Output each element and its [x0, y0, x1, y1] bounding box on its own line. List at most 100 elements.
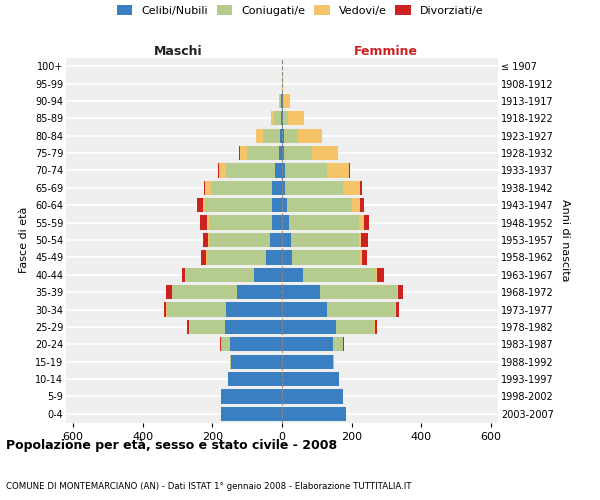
Bar — [279, 94, 280, 108]
Bar — [190, 320, 224, 334]
Bar — [203, 180, 205, 195]
Bar — [167, 302, 226, 316]
Bar — [221, 406, 282, 421]
Bar — [247, 146, 278, 160]
Bar — [282, 233, 291, 247]
Bar — [326, 164, 349, 177]
Bar — [203, 233, 208, 247]
Bar — [336, 320, 374, 334]
Bar — [272, 216, 282, 230]
Bar — [349, 164, 350, 177]
Bar — [282, 302, 327, 316]
Bar — [320, 285, 397, 300]
Text: Popolazione per età, sesso e stato civile - 2008: Popolazione per età, sesso e stato civil… — [6, 440, 337, 452]
Bar — [232, 354, 282, 369]
Bar — [332, 337, 343, 351]
Bar — [270, 233, 282, 247]
Bar — [364, 216, 369, 230]
Bar — [281, 94, 282, 108]
Bar — [200, 216, 207, 230]
Bar — [396, 302, 400, 316]
Bar — [203, 198, 205, 212]
Bar — [221, 390, 282, 404]
Bar — [282, 180, 286, 195]
Bar — [263, 128, 280, 143]
Bar — [397, 285, 398, 300]
Bar — [282, 320, 336, 334]
Bar — [282, 337, 332, 351]
Bar — [209, 216, 272, 230]
Bar — [289, 216, 359, 230]
Bar — [282, 372, 340, 386]
Text: COMUNE DI MONTEMARCIANO (AN) - Dati ISTAT 1° gennaio 2008 - Elaborazione TUTTITA: COMUNE DI MONTEMARCIANO (AN) - Dati ISTA… — [6, 482, 412, 491]
Text: Femmine: Femmine — [353, 46, 418, 59]
Bar — [288, 111, 304, 126]
Bar — [282, 111, 283, 126]
Bar — [291, 233, 359, 247]
Bar — [282, 164, 285, 177]
Bar — [207, 250, 266, 264]
Bar — [285, 164, 326, 177]
Bar — [208, 233, 209, 247]
Bar — [209, 233, 270, 247]
Bar — [395, 302, 396, 316]
Bar — [230, 337, 282, 351]
Bar — [220, 337, 221, 351]
Y-axis label: Anni di nascita: Anni di nascita — [560, 198, 571, 281]
Bar — [189, 320, 190, 334]
Bar — [374, 320, 375, 334]
Bar — [266, 250, 282, 264]
Bar — [226, 164, 275, 177]
Bar — [298, 128, 322, 143]
Bar — [239, 146, 240, 160]
Bar — [398, 285, 403, 300]
Bar — [272, 198, 282, 212]
Bar — [343, 337, 344, 351]
Bar — [282, 198, 287, 212]
Bar — [282, 354, 332, 369]
Bar — [205, 180, 211, 195]
Bar — [282, 216, 289, 230]
Bar — [361, 180, 362, 195]
Bar — [375, 320, 377, 334]
Bar — [377, 268, 384, 282]
Bar — [376, 268, 377, 282]
Bar — [282, 390, 343, 404]
Bar — [286, 180, 343, 195]
Bar — [282, 94, 283, 108]
Bar — [228, 372, 282, 386]
Bar — [282, 128, 284, 143]
Bar — [292, 250, 361, 264]
Bar — [219, 164, 226, 177]
Bar — [166, 285, 172, 300]
Bar — [311, 146, 338, 160]
Bar — [230, 354, 232, 369]
Bar — [274, 111, 281, 126]
Bar — [284, 94, 290, 108]
Bar — [205, 198, 272, 212]
Bar — [172, 285, 237, 300]
Bar — [284, 128, 298, 143]
Bar — [278, 146, 282, 160]
Bar — [240, 146, 247, 160]
Bar — [206, 250, 207, 264]
Text: Maschi: Maschi — [154, 46, 203, 59]
Bar — [283, 94, 284, 108]
Bar — [359, 216, 364, 230]
Legend: Celibi/Nubili, Coniugati/e, Vedovi/e, Divorziati/e: Celibi/Nubili, Coniugati/e, Vedovi/e, Di… — [115, 3, 485, 18]
Bar — [224, 320, 282, 334]
Bar — [185, 268, 186, 282]
Bar — [362, 250, 367, 264]
Bar — [282, 146, 284, 160]
Bar — [256, 128, 263, 143]
Bar — [166, 302, 167, 316]
Bar — [275, 164, 282, 177]
Bar — [207, 216, 209, 230]
Bar — [361, 250, 362, 264]
Bar — [280, 128, 282, 143]
Bar — [226, 302, 282, 316]
Bar — [282, 268, 303, 282]
Bar — [303, 268, 376, 282]
Bar — [361, 198, 364, 212]
Bar — [254, 268, 282, 282]
